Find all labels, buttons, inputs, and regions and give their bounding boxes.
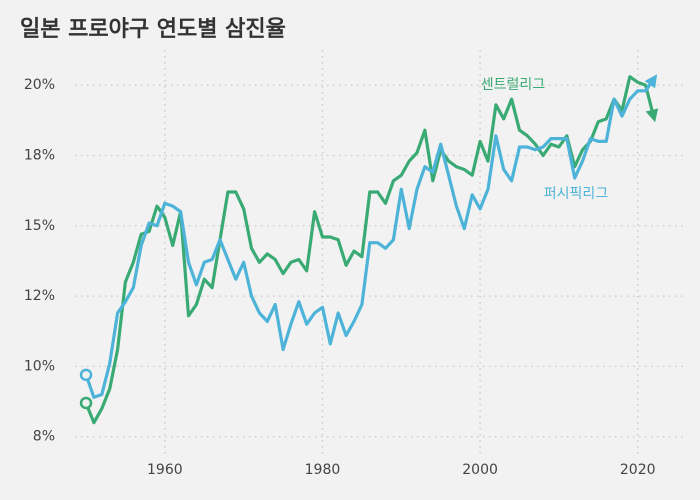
y-tick-label: 12% bbox=[24, 288, 55, 304]
x-tick-label: 1980 bbox=[305, 462, 341, 478]
x-tick-label: 2020 bbox=[620, 462, 656, 478]
series-label: 센트럴리그 bbox=[481, 77, 546, 93]
x-tick-label: 2000 bbox=[462, 462, 498, 478]
chart-title: 일본 프로야구 연도별 삼진율 bbox=[20, 17, 286, 42]
x-tick-label: 1960 bbox=[147, 462, 183, 478]
series-line bbox=[84, 74, 658, 399]
start-marker bbox=[79, 368, 93, 382]
start-marker bbox=[79, 396, 93, 410]
series-label: 퍼시픽리그 bbox=[544, 186, 609, 202]
y-tick-label: 8% bbox=[33, 429, 55, 445]
y-tick-label: 10% bbox=[24, 358, 55, 374]
y-tick-label: 20% bbox=[24, 77, 55, 93]
y-tick-label: 18% bbox=[24, 147, 55, 163]
y-tick-label: 15% bbox=[24, 218, 55, 234]
